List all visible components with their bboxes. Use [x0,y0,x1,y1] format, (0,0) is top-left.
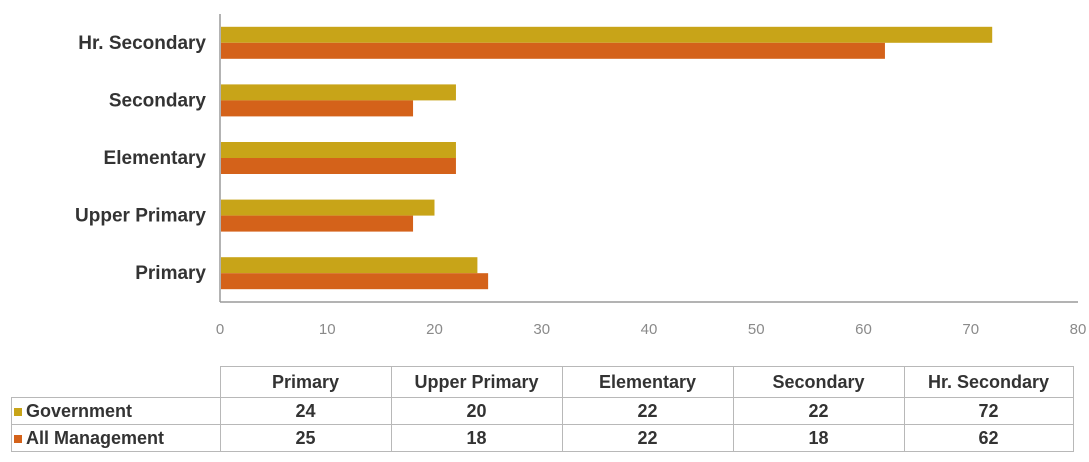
legend-entry-government: Government [11,397,221,425]
data-table-cell: 62 [903,424,1074,452]
x-tick-label: 10 [319,321,336,338]
data-table-header-cell: Primary [219,366,392,398]
bar-all-management-hr-secondary [221,42,885,59]
bar-all-management-upper-primary [221,215,414,232]
x-tick-label: 80 [1070,321,1087,338]
data-table-cell: 22 [561,397,734,425]
legend-entry-all-management: All Management [11,424,221,452]
legend-swatch-all-management [14,434,22,443]
data-table-corner [11,366,221,398]
legend-label: Government [26,400,133,421]
category-label: Primary [135,263,206,284]
category-label: Elementary [104,148,207,169]
data-table-row-all-management: All Management 25 18 22 18 62 [11,424,1074,452]
legend-label: All Management [26,427,165,448]
x-tick-label: 0 [216,321,224,338]
data-table-cell: 24 [219,397,392,425]
bars-group [221,26,993,290]
x-tick-label: 50 [748,321,765,338]
data-table-cell: 18 [732,424,905,452]
bar-government-upper-primary [221,199,435,216]
bar-all-management-elementary [221,158,456,174]
data-table-cell: 25 [219,424,392,452]
x-tick-label: 70 [962,321,979,338]
data-table-cell: 22 [561,424,734,452]
category-label: Upper Primary [75,206,206,227]
data-table-cell: 22 [732,397,905,425]
x-tick-label: 60 [855,321,872,338]
data-table-header-cell: Elementary [561,366,734,398]
data-table-cell: 72 [903,397,1074,425]
x-tick-label: 30 [533,321,550,338]
data-table-header-cell: Upper Primary [390,366,563,398]
bar-chart: Primary Upper Primary Elementary Secondary H… [75,14,1087,338]
x-tick-label: 40 [641,321,658,338]
legend-swatch-government [14,407,22,416]
bar-government-secondary [221,84,456,101]
bar-all-management-primary [221,273,489,290]
bar-government-primary [221,257,478,274]
data-table-header-row: Primary Upper Primary Elementary Seconda… [11,366,1074,398]
category-labels: Primary Upper Primary Elementary Secondary H… [75,33,206,284]
x-tick-labels: 0 10 20 30 40 50 60 70 80 [216,321,1087,338]
data-table-header-cell: Hr. Secondary [903,366,1074,398]
data-table-header-cell: Secondary [732,366,905,398]
bar-government-elementary [221,142,456,158]
bar-all-management-secondary [221,100,414,117]
x-tick-label: 20 [426,321,443,338]
category-label: Secondary [109,90,207,111]
bar-government-hr-secondary [221,26,993,43]
category-label: Hr. Secondary [78,33,206,54]
data-table-row-government: Government 24 20 22 22 72 [11,397,1074,425]
data-table-cell: 18 [390,424,563,452]
data-table: Primary Upper Primary Elementary Seconda… [11,366,1074,452]
data-table-cell: 20 [390,397,563,425]
